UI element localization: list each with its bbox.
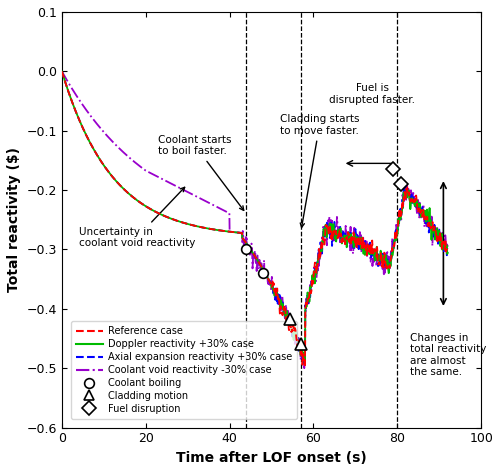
- Doppler reactivity +30% case: [104, 168, 110, 173]
- Coolant void reactivity -30% case: [278, 306, 284, 312]
- Doppler reactivity +30% case: [444, 250, 450, 256]
- Doppler reactivity +30% case: [230, 229, 236, 235]
- Reference case: [278, 306, 284, 312]
- Doppler reactivity +30% case: [238, 230, 244, 236]
- Legend: Reference case, Doppler reactivity +30% case, Axial expansion reactivity +30% ca: Reference case, Doppler reactivity +30% …: [71, 321, 297, 419]
- Line: Reference case: Reference case: [62, 71, 448, 367]
- Coolant void reactivity -30% case: [59, 68, 65, 74]
- Text: Changes in
total reactivity
are almost
the same.: Changes in total reactivity are almost t…: [410, 333, 486, 378]
- Coolant void reactivity -30% case: [302, 365, 308, 371]
- Coolant void reactivity -30% case: [230, 229, 236, 235]
- Doppler reactivity +30% case: [59, 68, 65, 74]
- Doppler reactivity +30% case: [222, 228, 228, 234]
- Axial expansion reactivity +30% case: [238, 230, 244, 236]
- Doppler reactivity +30% case: [302, 361, 308, 366]
- Reference case: [238, 230, 244, 236]
- Doppler reactivity +30% case: [278, 300, 284, 306]
- Coolant void reactivity -30% case: [104, 133, 110, 139]
- Text: Cladding starts
to move faster.: Cladding starts to move faster.: [280, 114, 359, 228]
- Axial expansion reactivity +30% case: [302, 361, 308, 366]
- Reference case: [444, 248, 450, 253]
- Axial expansion reactivity +30% case: [59, 68, 65, 74]
- Reference case: [104, 168, 110, 173]
- Line: Coolant void reactivity -30% case: Coolant void reactivity -30% case: [62, 71, 448, 368]
- X-axis label: Time after LOF onset (s): Time after LOF onset (s): [176, 451, 367, 465]
- Line: Doppler reactivity +30% case: Doppler reactivity +30% case: [62, 71, 448, 363]
- Text: Fuel is
disrupted faster.: Fuel is disrupted faster.: [329, 83, 415, 105]
- Reference case: [88, 143, 94, 149]
- Text: Uncertainty in
coolant void reactivity: Uncertainty in coolant void reactivity: [78, 187, 195, 248]
- Axial expansion reactivity +30% case: [230, 229, 236, 235]
- Reference case: [230, 229, 236, 235]
- Line: Axial expansion reactivity +30% case: Axial expansion reactivity +30% case: [62, 71, 448, 363]
- Coolant void reactivity -30% case: [222, 209, 228, 214]
- Axial expansion reactivity +30% case: [278, 299, 284, 305]
- Reference case: [222, 228, 228, 234]
- Text: Coolant starts
to boil faster.: Coolant starts to boil faster.: [158, 135, 244, 211]
- Axial expansion reactivity +30% case: [104, 168, 110, 173]
- Reference case: [302, 364, 308, 370]
- Coolant void reactivity -30% case: [88, 115, 94, 120]
- Axial expansion reactivity +30% case: [444, 245, 450, 251]
- Axial expansion reactivity +30% case: [88, 143, 94, 149]
- Axial expansion reactivity +30% case: [222, 228, 228, 234]
- Doppler reactivity +30% case: [88, 143, 94, 149]
- Y-axis label: Total reactivity ($): Total reactivity ($): [7, 147, 21, 292]
- Reference case: [59, 68, 65, 74]
- Coolant void reactivity -30% case: [238, 230, 244, 236]
- Coolant void reactivity -30% case: [444, 244, 450, 250]
